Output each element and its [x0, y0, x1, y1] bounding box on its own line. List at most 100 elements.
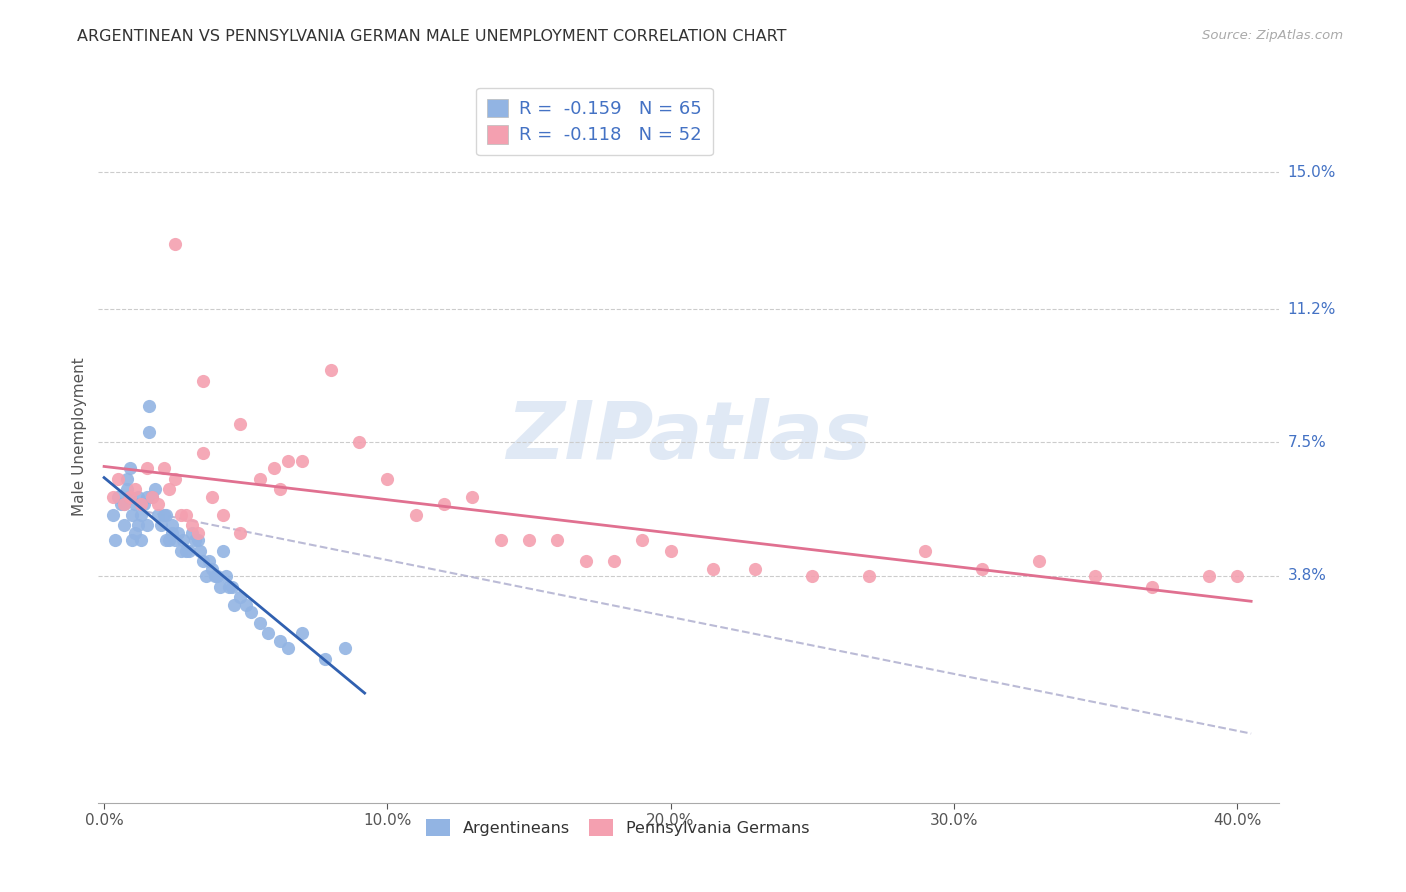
- Point: [127, 490, 149, 504]
- Point: [174, 508, 197, 522]
- Point: [914, 543, 936, 558]
- Point: [224, 598, 246, 612]
- Point: [489, 533, 512, 547]
- Point: [375, 471, 398, 485]
- Point: [135, 460, 157, 475]
- Text: 11.2%: 11.2%: [1288, 301, 1336, 317]
- Point: [112, 497, 135, 511]
- Point: [574, 554, 596, 568]
- Text: Source: ZipAtlas.com: Source: ZipAtlas.com: [1202, 29, 1343, 42]
- Point: [118, 490, 141, 504]
- Point: [135, 518, 157, 533]
- Point: [1140, 580, 1163, 594]
- Point: [433, 497, 456, 511]
- Point: [229, 417, 252, 432]
- Point: [132, 497, 155, 511]
- Point: [127, 518, 149, 533]
- Point: [143, 483, 166, 497]
- Point: [160, 525, 183, 540]
- Point: [146, 508, 169, 522]
- Point: [291, 626, 314, 640]
- Point: [107, 471, 129, 485]
- Point: [801, 569, 824, 583]
- Point: [249, 615, 271, 630]
- Point: [163, 471, 186, 485]
- Point: [141, 490, 163, 504]
- Point: [121, 533, 143, 547]
- Point: [163, 237, 186, 252]
- Point: [129, 533, 152, 547]
- Point: [277, 640, 299, 655]
- Point: [744, 561, 766, 575]
- Point: [174, 543, 197, 558]
- Point: [218, 580, 240, 594]
- Point: [160, 518, 183, 533]
- Point: [157, 483, 180, 497]
- Legend: Argentineans, Pennsylvania Germans: Argentineans, Pennsylvania Germans: [420, 813, 815, 842]
- Point: [277, 453, 299, 467]
- Y-axis label: Male Unemployment: Male Unemployment: [72, 358, 87, 516]
- Point: [195, 569, 218, 583]
- Point: [101, 490, 124, 504]
- Point: [333, 640, 356, 655]
- Point: [152, 460, 174, 475]
- Point: [291, 453, 314, 467]
- Point: [107, 490, 129, 504]
- Point: [212, 508, 235, 522]
- Point: [405, 508, 427, 522]
- Point: [193, 554, 215, 568]
- Point: [155, 533, 177, 547]
- Point: [970, 561, 993, 575]
- Point: [124, 483, 146, 497]
- Point: [112, 497, 135, 511]
- Point: [112, 518, 135, 533]
- Point: [101, 508, 124, 522]
- Point: [249, 471, 271, 485]
- Point: [166, 525, 188, 540]
- Point: [157, 533, 180, 547]
- Point: [152, 508, 174, 522]
- Point: [1226, 569, 1249, 583]
- Point: [1084, 569, 1107, 583]
- Point: [121, 508, 143, 522]
- Point: [546, 533, 568, 547]
- Point: [215, 569, 238, 583]
- Text: 15.0%: 15.0%: [1288, 165, 1336, 180]
- Point: [193, 374, 215, 388]
- Point: [129, 497, 152, 511]
- Point: [138, 400, 160, 414]
- Point: [858, 569, 880, 583]
- Point: [229, 591, 252, 605]
- Point: [104, 533, 127, 547]
- Point: [207, 569, 229, 583]
- Point: [183, 533, 205, 547]
- Point: [124, 497, 146, 511]
- Point: [201, 490, 224, 504]
- Point: [169, 508, 191, 522]
- Text: ZIPatlas: ZIPatlas: [506, 398, 872, 476]
- Point: [229, 525, 252, 540]
- Point: [115, 483, 138, 497]
- Point: [603, 554, 626, 568]
- Point: [631, 533, 654, 547]
- Point: [198, 554, 221, 568]
- Point: [135, 490, 157, 504]
- Point: [169, 543, 191, 558]
- Point: [702, 561, 724, 575]
- Point: [257, 626, 280, 640]
- Point: [177, 543, 200, 558]
- Point: [263, 460, 285, 475]
- Point: [193, 446, 215, 460]
- Point: [138, 425, 160, 439]
- Point: [180, 518, 202, 533]
- Point: [314, 651, 336, 665]
- Point: [129, 508, 152, 522]
- Point: [180, 525, 202, 540]
- Point: [1028, 554, 1050, 568]
- Text: 3.8%: 3.8%: [1288, 568, 1327, 583]
- Point: [269, 483, 291, 497]
- Point: [187, 525, 209, 540]
- Point: [204, 569, 226, 583]
- Point: [163, 533, 186, 547]
- Point: [659, 543, 682, 558]
